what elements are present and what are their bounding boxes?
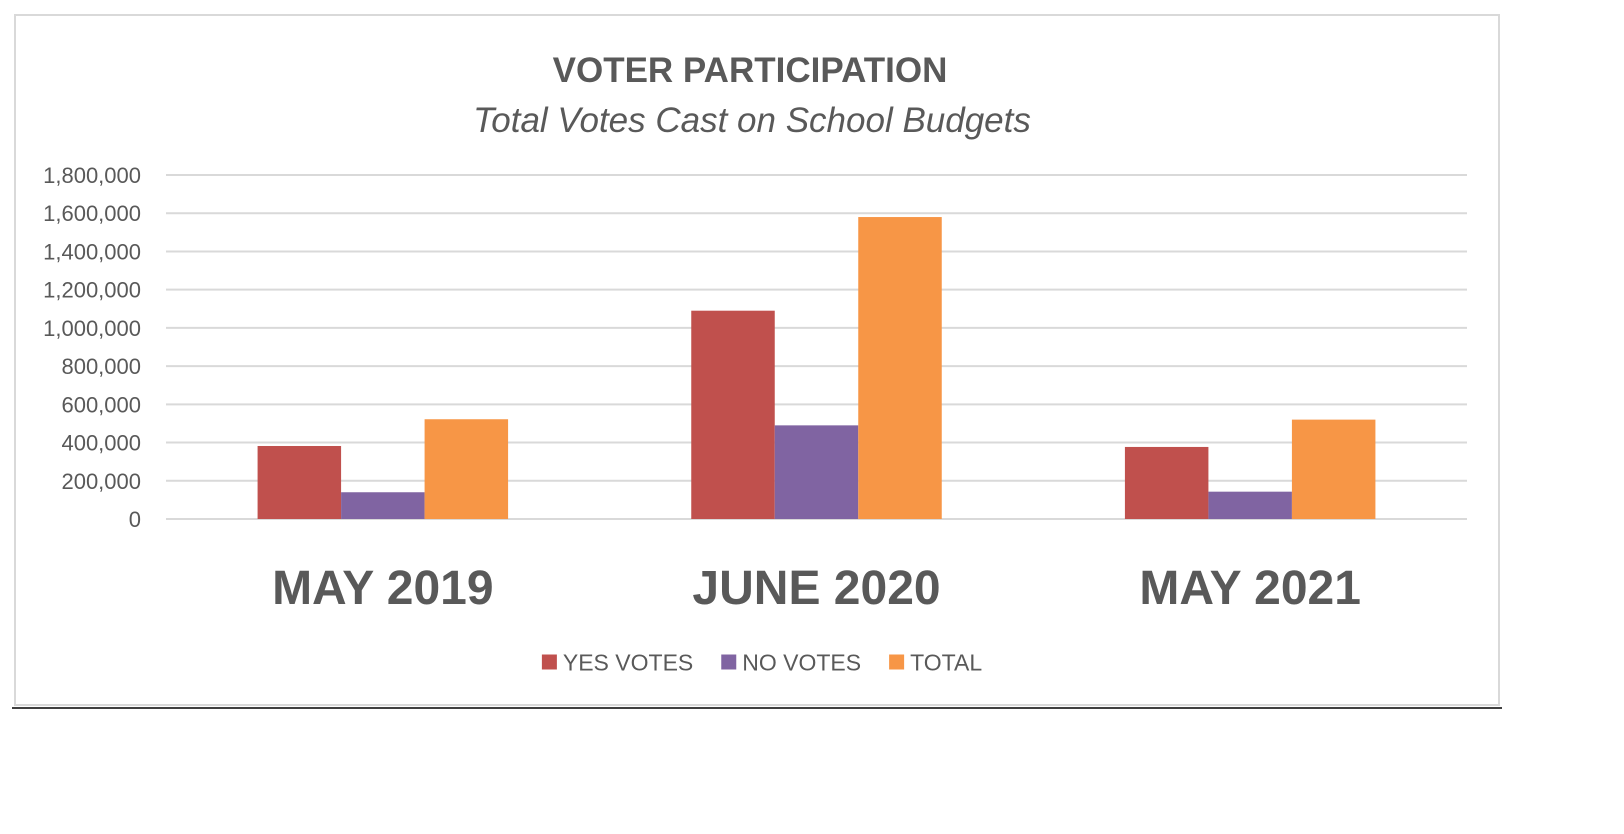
legend-swatch bbox=[541, 654, 557, 670]
y-tick-label: 1,000,000 bbox=[43, 316, 141, 341]
bar bbox=[774, 425, 859, 519]
bar bbox=[257, 445, 342, 519]
category-label: MAY 2021 bbox=[1139, 562, 1361, 615]
legend-label: YES VOTES bbox=[563, 649, 693, 675]
legend-label: TOTAL bbox=[910, 649, 982, 675]
bar bbox=[1124, 446, 1209, 519]
y-tick-label: 200,000 bbox=[61, 469, 141, 494]
y-tick-label: 1,800,000 bbox=[43, 163, 141, 188]
chart-title: VOTER PARTICIPATION bbox=[553, 51, 948, 90]
bar bbox=[858, 217, 942, 520]
y-tick-label: 1,400,000 bbox=[43, 239, 141, 264]
y-tick-label: 400,000 bbox=[61, 431, 141, 456]
y-tick-label: 800,000 bbox=[61, 354, 141, 379]
category-label: JUNE 2020 bbox=[692, 562, 940, 615]
y-tick-label: 600,000 bbox=[61, 392, 141, 417]
legend: YES VOTES NO VOTES TOTAL bbox=[541, 649, 982, 675]
chart-subtitle: Total Votes Cast on School Budgets bbox=[473, 101, 1031, 140]
bar bbox=[691, 310, 775, 519]
legend-swatch bbox=[889, 654, 905, 670]
legend-label: NO VOTES bbox=[742, 649, 861, 675]
bar bbox=[341, 492, 425, 519]
y-axis-tick-labels: 0 200,000 400,000 600,000 800,000 1,000,000 1,… bbox=[43, 163, 141, 532]
bars bbox=[257, 217, 1376, 520]
category-label: MAY 2019 bbox=[272, 562, 494, 615]
bar bbox=[1208, 491, 1292, 519]
bar bbox=[424, 419, 509, 519]
x-axis-category-labels: MAY 2019 JUNE 2020 MAY 2021 bbox=[272, 562, 1361, 615]
bar bbox=[1291, 419, 1376, 519]
bottom-rule bbox=[12, 707, 1502, 709]
legend-swatch bbox=[721, 654, 737, 670]
y-tick-label: 1,600,000 bbox=[43, 201, 141, 226]
y-tick-label: 0 bbox=[129, 507, 141, 532]
y-tick-label: 1,200,000 bbox=[43, 278, 141, 303]
